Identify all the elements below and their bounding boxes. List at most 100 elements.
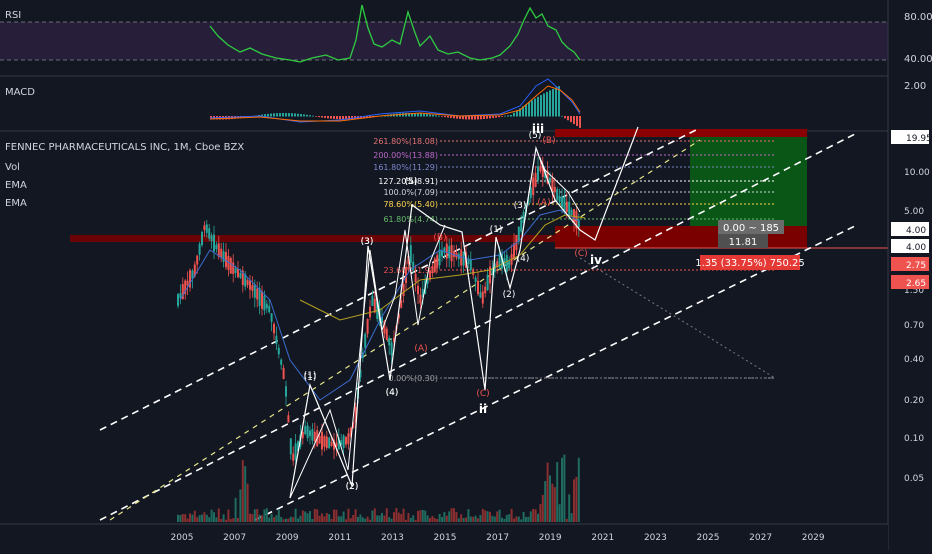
volume-bar bbox=[352, 515, 355, 522]
candle bbox=[390, 342, 393, 356]
price-badge bbox=[891, 257, 929, 271]
volume-bar bbox=[289, 516, 292, 522]
candle bbox=[201, 231, 203, 246]
volume-bar bbox=[395, 508, 398, 522]
candle bbox=[306, 425, 309, 438]
candle bbox=[347, 433, 350, 445]
macd-bar bbox=[333, 116, 335, 119]
wave-label: iii bbox=[532, 122, 544, 136]
volume-bar bbox=[285, 518, 287, 522]
candle bbox=[445, 243, 448, 259]
candle bbox=[503, 258, 506, 267]
macd-bar bbox=[498, 116, 500, 118]
ema-2 bbox=[299, 214, 586, 321]
candle bbox=[462, 252, 465, 266]
volume-bar bbox=[345, 519, 347, 522]
macd-bar bbox=[450, 116, 452, 118]
volume-bar bbox=[407, 513, 410, 522]
volume-bar bbox=[208, 517, 211, 522]
macd-bar bbox=[516, 110, 518, 117]
macd-bar bbox=[471, 116, 473, 120]
volume-bar bbox=[196, 517, 199, 522]
candle bbox=[561, 196, 563, 208]
macd-bar bbox=[513, 112, 515, 117]
volume-bar bbox=[450, 508, 453, 522]
candle bbox=[177, 294, 179, 306]
legend-vol: Vol bbox=[5, 162, 20, 173]
macd-bar bbox=[444, 116, 446, 118]
macd-histogram bbox=[210, 86, 581, 128]
macd-bar bbox=[447, 116, 449, 118]
volume-bar bbox=[347, 508, 350, 522]
candle bbox=[489, 266, 491, 284]
candle bbox=[246, 280, 249, 286]
volume-bar bbox=[301, 510, 304, 522]
volume-bar bbox=[481, 508, 484, 522]
volume-bar bbox=[390, 518, 393, 522]
y-tick-label: 0.20 bbox=[904, 396, 924, 406]
position-tool[interactable]: 0.00 ~ 185 11.81 1.35 (33.75%) 750.25 bbox=[695, 220, 805, 270]
volume-bar bbox=[261, 515, 263, 522]
x-tick-label: 2027 bbox=[749, 533, 772, 543]
price-badge bbox=[891, 239, 929, 253]
candle bbox=[366, 319, 369, 334]
macd-bar bbox=[294, 113, 296, 117]
volume-bar bbox=[436, 519, 439, 522]
volume-bar bbox=[472, 516, 475, 522]
candle bbox=[289, 438, 292, 455]
candle bbox=[359, 369, 362, 378]
volume-bar bbox=[522, 511, 525, 522]
candle bbox=[551, 177, 554, 192]
volume-bar bbox=[373, 508, 376, 522]
candle bbox=[241, 270, 244, 286]
volume-bar bbox=[537, 513, 539, 522]
y-tick-label: 0.05 bbox=[904, 474, 924, 484]
price-axis: 80.00 40.00 2.00 10.00 5.00 1.50 0.70 0.40 0.… bbox=[887, 0, 932, 550]
position-text-2: 11.81 bbox=[729, 237, 758, 248]
candle bbox=[429, 270, 431, 280]
candle bbox=[469, 258, 472, 271]
volume-bar bbox=[484, 510, 487, 522]
candle bbox=[333, 439, 335, 450]
volume-bar bbox=[376, 515, 379, 522]
wave-label-red: (B) bbox=[433, 233, 446, 243]
volume-bar bbox=[501, 517, 503, 522]
candle bbox=[330, 441, 333, 446]
volume-bar bbox=[474, 515, 477, 522]
volume-bar bbox=[486, 511, 489, 522]
channel-lower-right bbox=[99, 133, 856, 521]
volume-bar bbox=[448, 511, 451, 522]
wave-label: (4) bbox=[386, 388, 399, 398]
macd-bar bbox=[537, 96, 539, 117]
fib-label: 100.0%(7.09) bbox=[383, 188, 438, 197]
macd-bar bbox=[282, 113, 284, 117]
candle bbox=[304, 426, 307, 435]
volume-bar bbox=[239, 489, 242, 522]
macd-bar bbox=[504, 115, 506, 117]
candle bbox=[328, 437, 331, 449]
fib-label: 0.00%(0.30) bbox=[389, 374, 438, 383]
price-badge-text: 2.65 bbox=[906, 279, 926, 289]
macd-bar bbox=[303, 114, 305, 117]
macd-bar bbox=[405, 113, 407, 117]
wave-label: (1) bbox=[304, 373, 317, 383]
macd-bar bbox=[489, 116, 491, 119]
macd-bar bbox=[408, 113, 410, 117]
volume-bar bbox=[477, 518, 479, 522]
macd-bar bbox=[321, 116, 323, 118]
volume-bar bbox=[232, 518, 235, 522]
volume-bar bbox=[508, 514, 511, 522]
candle bbox=[189, 270, 191, 288]
candle bbox=[577, 219, 580, 227]
volume-bar bbox=[431, 515, 434, 522]
macd-signal bbox=[209, 85, 581, 122]
volume-bar bbox=[359, 514, 362, 522]
volume-bar bbox=[270, 513, 273, 522]
volume-bar bbox=[539, 504, 542, 522]
volume-bar bbox=[342, 511, 345, 522]
volume-bar bbox=[529, 511, 532, 522]
volume-bar bbox=[251, 514, 254, 522]
macd-bar bbox=[477, 116, 479, 120]
